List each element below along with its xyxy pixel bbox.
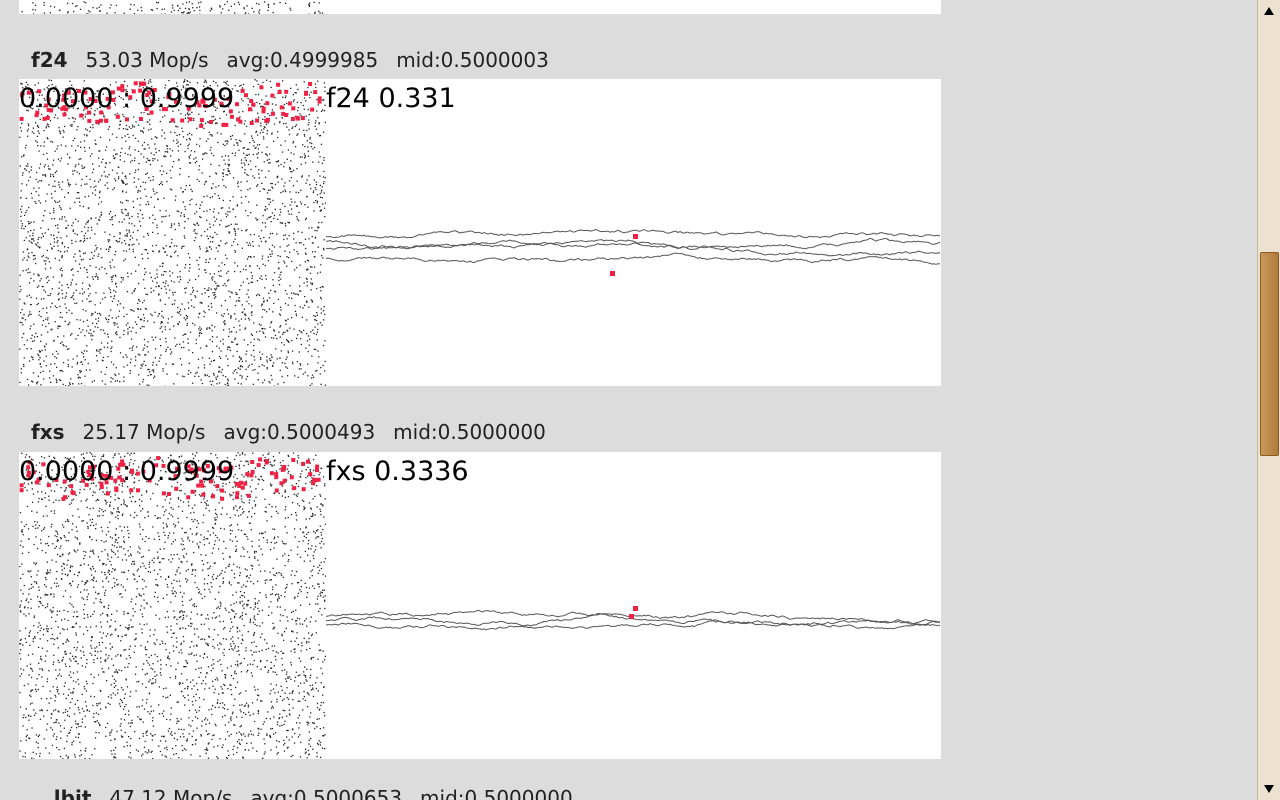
walk-label: fxs 0.3336 [326,456,469,487]
random-walk-plot [326,606,941,631]
previous-panel-remnant [19,0,941,14]
previous-scatter-remnant [21,1,324,14]
vertical-scrollbar[interactable] [1257,0,1280,800]
section-header-f24: f24 53.03 Mop/s avg:0.4999985 mid:0.5000003 [31,48,567,72]
range-label: 0.0000 : 0.9999 [19,456,235,487]
section-panel-f24: 0.0000 : 0.9999 f24 0.331 [19,79,941,386]
scroll-up-button[interactable] [1258,0,1280,22]
scatter-plot [19,79,326,386]
section-name: ...lbit [31,786,92,800]
scatter-plot [19,452,326,759]
section-mid: mid:0.5000000 [420,786,573,800]
section-avg: avg:0.4999985 [226,48,379,72]
section-mid: mid:0.5000003 [396,48,549,72]
scrollbar-thumb[interactable] [1260,252,1279,456]
section-panel-fxs: 0.0000 : 0.9999 fxs 0.3336 [19,452,941,759]
triangle-up-icon [1264,7,1274,15]
scroll-down-button[interactable] [1258,778,1280,800]
section-rate: 47.12 Mop/s [109,786,233,800]
section-rate: 53.03 Mop/s [85,48,209,72]
section-mid: mid:0.5000000 [393,420,546,444]
random-walk-plot [326,228,941,276]
section-avg: avg:0.5000653 [250,786,403,800]
section-name: fxs [31,420,65,444]
range-label: 0.0000 : 0.9999 [19,83,235,114]
triangle-down-icon [1264,785,1274,793]
section-avg: avg:0.5000493 [223,420,376,444]
section-name: f24 [31,48,68,72]
next-section-header: ...lbit 47.12 Mop/s avg:0.5000653 mid:0.500… [31,786,591,800]
walk-label: f24 0.331 [326,83,456,114]
section-rate: 25.17 Mop/s [82,420,206,444]
section-header-fxs: fxs 25.17 Mop/s avg:0.5000493 mid:0.5000000 [31,420,564,444]
